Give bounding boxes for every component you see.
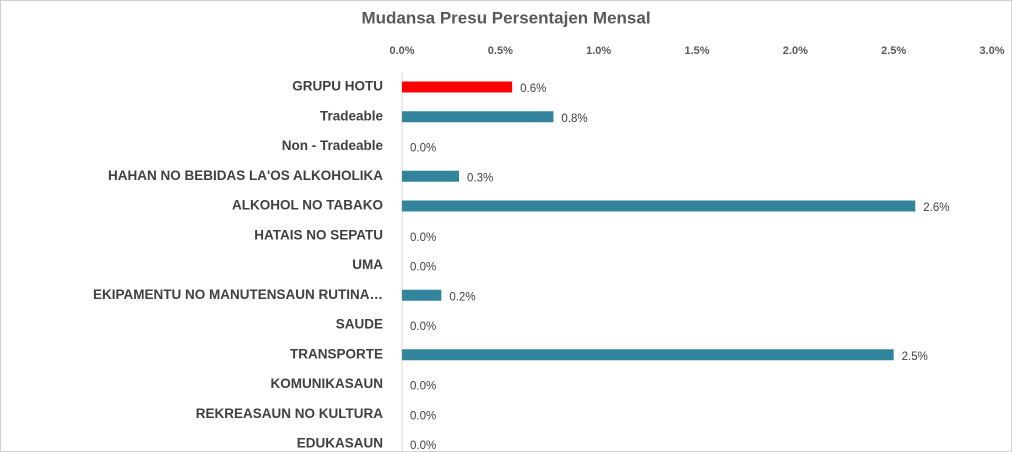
bar — [402, 81, 513, 93]
value-label: 0.3% — [467, 172, 493, 184]
bar — [402, 349, 894, 361]
value-label: 2.5% — [902, 351, 928, 363]
value-label: 0.0% — [410, 143, 436, 155]
category-label: SAUDE — [336, 317, 383, 332]
bar — [402, 111, 554, 123]
x-tick-label: 2.5% — [881, 45, 906, 57]
x-tick-label: 1.0% — [586, 45, 611, 57]
category-label: EKIPAMENTU NO MANUTENSAUN RUTINA… — [93, 287, 383, 302]
category-label: GRUPU HOTU — [292, 79, 383, 94]
x-tick-label: 3.0% — [979, 45, 1004, 57]
value-label: 2.6% — [923, 202, 949, 214]
bar — [402, 289, 442, 301]
x-tick-label: 1.5% — [684, 45, 709, 57]
value-label: 0.0% — [410, 262, 436, 274]
value-label: 0.2% — [449, 291, 475, 303]
x-tick-label: 0.0% — [389, 45, 414, 57]
value-label: 0.0% — [410, 321, 436, 333]
category-label: REKREASAUN NO KULTURA — [196, 406, 383, 421]
category-label: TRANSPORTE — [290, 346, 383, 361]
value-label: 0.6% — [520, 83, 546, 95]
value-label: 0.0% — [410, 381, 436, 393]
chart-title: Mudansa Presu Persentajen Mensal — [361, 8, 650, 27]
value-label: 0.0% — [410, 440, 436, 452]
category-label: HAHAN NO BEBIDAS LA'OS ALKOHOLIKA — [108, 168, 383, 183]
category-label: Non - Tradeable — [282, 138, 384, 153]
category-label: EDUKASAUN — [297, 436, 383, 451]
bar — [402, 170, 460, 182]
bar — [402, 200, 916, 212]
value-label: 0.8% — [561, 113, 587, 125]
category-label: KOMUNIKASAUN — [271, 376, 384, 391]
x-tick-label: 2.0% — [783, 45, 808, 57]
category-label: UMA — [352, 257, 383, 272]
x-tick-label: 0.5% — [488, 45, 513, 57]
value-label: 0.0% — [410, 410, 436, 422]
value-label: 0.0% — [410, 232, 436, 244]
category-label: ALKOHOL NO TABAKO — [232, 198, 383, 213]
category-label: HATAIS NO SEPATU — [254, 227, 383, 242]
category-label: Tradeable — [320, 108, 384, 123]
